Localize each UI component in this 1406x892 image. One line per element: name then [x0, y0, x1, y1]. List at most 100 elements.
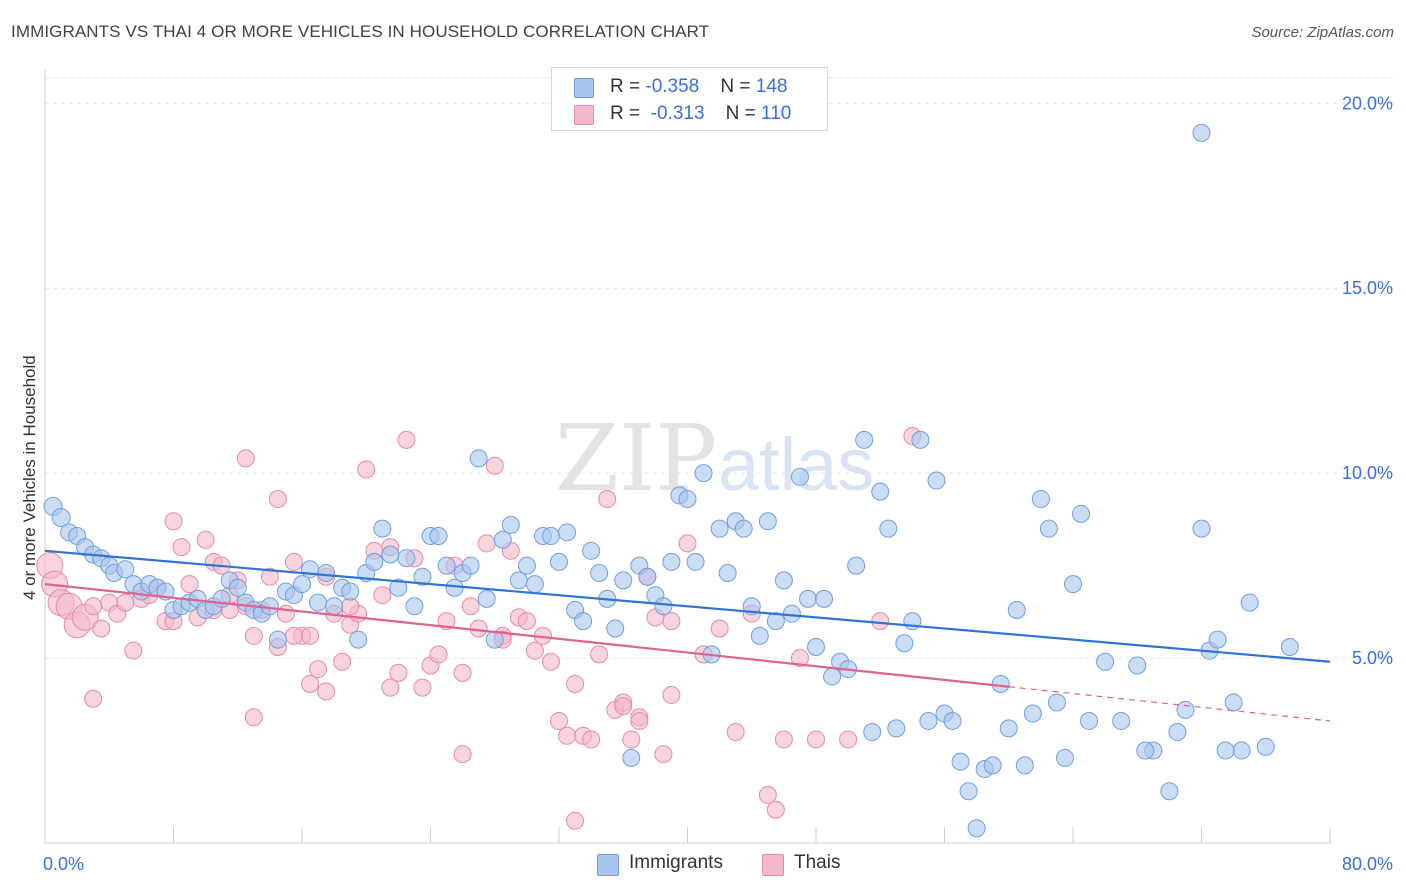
data-point	[630, 711, 649, 730]
data-point	[284, 552, 303, 571]
data-point	[807, 637, 825, 656]
legend-r-value-immigrants: -0.358	[645, 76, 700, 97]
data-point	[413, 678, 432, 697]
data-point	[710, 519, 729, 538]
data-point	[268, 630, 287, 649]
data-point	[614, 697, 633, 716]
data-point	[309, 660, 328, 679]
data-point	[871, 612, 890, 631]
data-point	[260, 567, 279, 586]
data-point	[1192, 519, 1211, 538]
data-point	[606, 619, 625, 638]
data-point	[405, 597, 424, 616]
data-point	[349, 630, 368, 649]
data-point	[469, 449, 488, 468]
legend-n-value-immigrants: 148	[755, 76, 788, 97]
data-point	[991, 674, 1010, 693]
legend-r-label: R =	[610, 103, 646, 124]
data-point	[260, 597, 279, 616]
data-point	[268, 490, 287, 509]
data-point	[244, 708, 263, 727]
data-point	[124, 641, 143, 660]
bottom-legend-label-immigrants: Immigrants	[629, 852, 723, 873]
data-point	[758, 785, 777, 804]
data-point	[373, 586, 392, 605]
data-point	[774, 730, 793, 749]
data-point	[686, 552, 705, 571]
data-point	[823, 667, 842, 686]
data-point	[276, 604, 295, 623]
data-point	[1031, 490, 1050, 509]
data-point	[550, 711, 568, 730]
data-point	[228, 578, 247, 597]
data-point	[541, 652, 560, 671]
data-point	[493, 530, 512, 549]
data-point	[196, 530, 215, 549]
data-point	[389, 663, 408, 682]
bottom-legend-swatch-thais	[762, 854, 784, 876]
legend-r-value-thais: -0.313	[650, 103, 705, 124]
data-point	[461, 597, 480, 616]
data-point	[397, 549, 416, 568]
data-point	[541, 527, 560, 546]
data-point	[855, 430, 874, 449]
data-point	[244, 626, 263, 645]
data-point	[622, 730, 641, 749]
data-point	[477, 534, 496, 553]
data-point	[1080, 711, 1099, 730]
data-point	[236, 449, 255, 468]
data-point	[943, 711, 962, 730]
data-point	[333, 652, 352, 671]
data-point	[598, 490, 617, 509]
legend-r-label: R =	[610, 76, 646, 97]
data-point	[1072, 504, 1091, 523]
data-point	[911, 430, 930, 449]
data-point	[1176, 700, 1195, 719]
data-point	[879, 519, 898, 538]
data-point	[381, 678, 400, 697]
legend-n-value-thais: 110	[761, 103, 792, 124]
data-point	[1007, 600, 1026, 619]
watermark: ZIP atlas	[555, 405, 874, 512]
data-point	[453, 745, 472, 764]
legend: R = -0.358 N = 148 R = -0.313 N = 110	[551, 67, 828, 131]
data-point	[662, 552, 681, 571]
data-point	[84, 597, 103, 616]
data-point	[1168, 723, 1187, 742]
data-point	[1192, 123, 1211, 142]
data-point	[999, 719, 1018, 738]
data-point	[766, 612, 785, 631]
data-point	[566, 811, 585, 830]
data-point	[654, 745, 673, 764]
data-point	[477, 589, 496, 608]
bottom-legend-swatch-immigrants	[597, 854, 619, 876]
data-point	[1232, 741, 1251, 760]
data-point	[437, 556, 456, 575]
source-label: Source: ZipAtlas.com	[1251, 24, 1394, 41]
data-point	[558, 726, 577, 745]
data-point	[301, 674, 320, 693]
data-point	[357, 460, 376, 479]
data-point	[959, 782, 978, 801]
data-point	[1039, 519, 1058, 538]
y-tick-label: 15.0%	[1342, 278, 1393, 298]
data-point	[1128, 656, 1147, 675]
y-tick-label: 10.0%	[1342, 463, 1393, 483]
data-point	[469, 619, 488, 638]
data-point	[164, 512, 183, 531]
data-point	[461, 556, 480, 575]
data-point	[1015, 756, 1034, 775]
data-point	[1224, 693, 1243, 712]
watermark-atlas: atlas	[718, 423, 874, 506]
data-point	[293, 575, 311, 594]
data-point	[750, 626, 769, 645]
data-point	[413, 567, 432, 586]
data-point	[325, 597, 344, 616]
data-point	[429, 527, 448, 546]
data-point	[1064, 575, 1082, 594]
data-point	[1208, 630, 1227, 649]
x-tick-label-max: 80.0%	[1342, 854, 1393, 874]
data-point	[774, 571, 793, 590]
tick-labels: 5.0% 10.0% 15.0% 20.0% 0.0% 80.0%	[43, 93, 1393, 874]
